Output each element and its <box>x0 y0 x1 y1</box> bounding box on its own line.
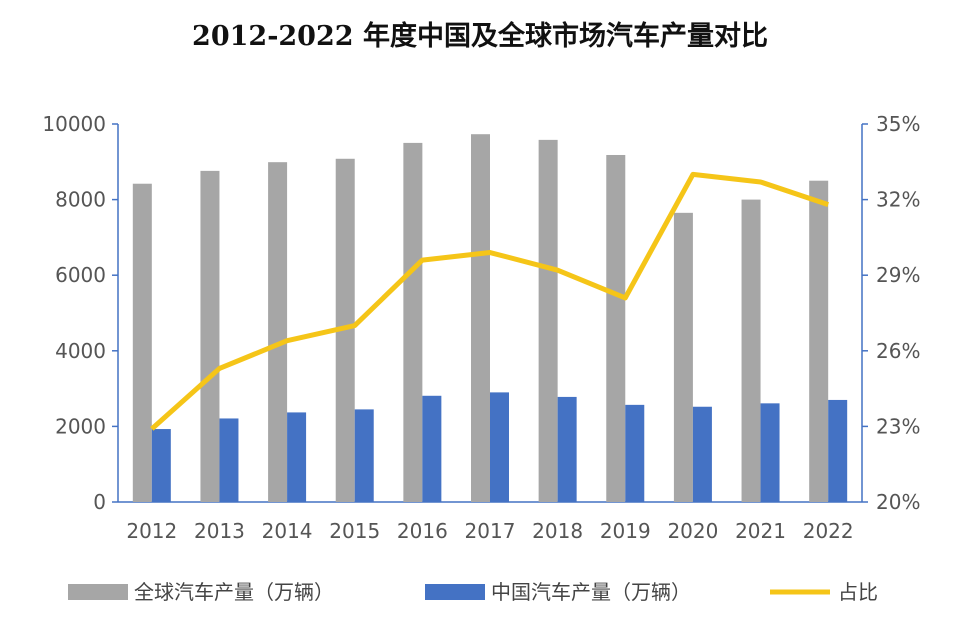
china-production-bar <box>625 404 645 502</box>
china-production-bar <box>287 412 307 502</box>
global-production-bar <box>335 158 355 502</box>
x-tick-label: 2020 <box>667 519 718 543</box>
left-tick-label: 6000 <box>55 263 106 287</box>
left-tick-label: 10000 <box>42 112 106 136</box>
x-tick-label: 2019 <box>600 519 651 543</box>
china-production-bar <box>557 396 577 502</box>
global-production-bar <box>471 134 490 502</box>
x-tick-label: 2015 <box>329 519 380 543</box>
china-production-bar <box>151 429 171 502</box>
right-tick-label: 32% <box>876 188 920 212</box>
china-production-bar <box>760 403 780 502</box>
china-production-bar <box>422 395 442 502</box>
china-production-bar <box>490 392 509 502</box>
global-production-bar <box>403 142 423 502</box>
x-tick-label: 2014 <box>262 519 313 543</box>
legend-swatch-global <box>68 584 128 600</box>
china-production-bar <box>354 409 374 502</box>
x-tick-label: 2012 <box>126 519 177 543</box>
x-tick-label: 2018 <box>532 519 583 543</box>
left-tick-label: 8000 <box>55 188 106 212</box>
right-tick-label: 23% <box>876 414 920 438</box>
x-tick-label: 2022 <box>803 519 854 543</box>
global-production-bar <box>538 139 558 502</box>
legend-label-global: 全球汽车产量（万辆） <box>134 580 334 604</box>
x-tick-label: 2021 <box>735 519 786 543</box>
left-tick-label: 2000 <box>55 414 106 438</box>
legend-label-china: 中国汽车产量（万辆） <box>491 580 691 604</box>
global-production-bar <box>673 212 693 502</box>
china-production-bar <box>692 406 712 502</box>
chart-title: 2012-2022 年度中国及全球市场汽车产量对比 <box>192 21 768 52</box>
global-production-bar <box>200 170 220 502</box>
china-production-bar <box>828 399 848 502</box>
global-production-bar <box>268 162 288 503</box>
global-production-bar <box>606 154 626 502</box>
x-tick-label: 2016 <box>397 519 448 543</box>
global-production-bar <box>741 199 761 502</box>
x-tick-label: 2017 <box>465 519 516 543</box>
x-tick-label: 2013 <box>194 519 245 543</box>
left-tick-label: 4000 <box>55 339 106 363</box>
global-production-bar <box>132 183 152 502</box>
global-production-bar <box>809 180 829 502</box>
right-tick-label: 29% <box>876 263 920 287</box>
legend-label-share: 占比 <box>838 580 878 604</box>
china-production-bar <box>219 418 239 502</box>
right-tick-label: 20% <box>876 490 920 514</box>
left-tick-label: 0 <box>93 490 106 514</box>
legend-swatch-china <box>425 584 485 600</box>
right-tick-label: 35% <box>876 112 920 136</box>
right-tick-label: 26% <box>876 339 920 363</box>
